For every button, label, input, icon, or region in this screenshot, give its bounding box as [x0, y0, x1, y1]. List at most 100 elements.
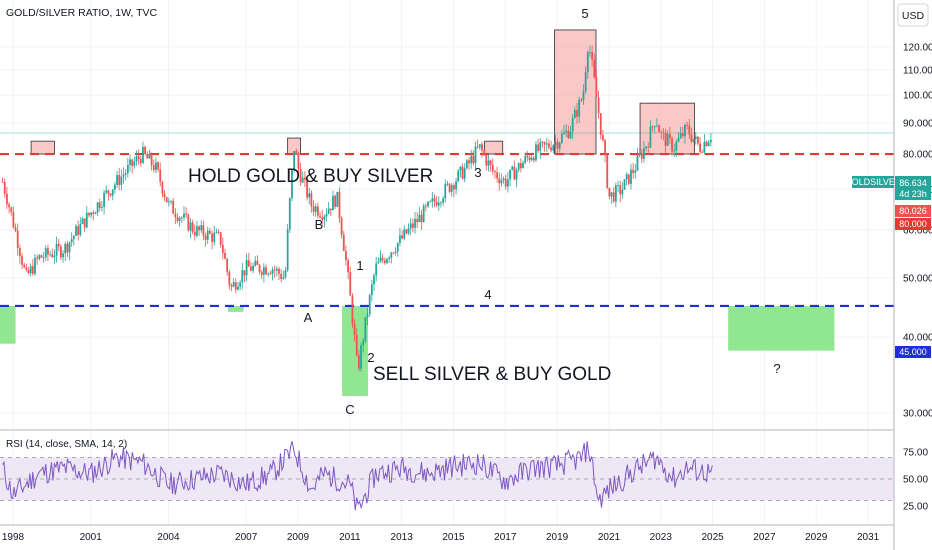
candle-body — [515, 169, 518, 180]
candle-body — [232, 282, 235, 287]
candle-body — [390, 252, 393, 258]
time-tick-label: 2009 — [287, 532, 310, 543]
candle-body — [379, 257, 382, 262]
candle-body — [424, 205, 427, 207]
candle-body — [569, 131, 572, 139]
candle-body — [25, 267, 28, 270]
candle-body — [593, 59, 596, 78]
candle-body — [308, 193, 311, 198]
candle-body — [485, 154, 488, 166]
candle-body — [129, 159, 131, 165]
candle-body — [118, 175, 121, 186]
candle-body — [522, 162, 524, 169]
candle-body — [582, 91, 585, 101]
candle-body — [457, 170, 460, 182]
candle-body — [23, 264, 26, 268]
rsi-tick-label: 75.00 — [903, 448, 928, 459]
candle-body — [101, 206, 103, 208]
candle-body — [617, 185, 619, 186]
candle-body — [278, 268, 280, 274]
candle-body — [491, 164, 494, 172]
candle-body — [537, 144, 540, 151]
time-tick-label: 2017 — [494, 532, 517, 543]
price-tick-label: 90.000 — [903, 118, 932, 129]
level-45-tag: 45.000 — [899, 347, 927, 357]
candle-body — [191, 222, 194, 232]
candle-body — [202, 225, 205, 236]
candle-body — [435, 201, 438, 206]
candle-body — [440, 202, 442, 204]
candle-body — [554, 141, 557, 146]
candle-body — [684, 124, 686, 137]
candle-body — [265, 267, 267, 275]
candle-body — [72, 235, 75, 240]
candle-body — [355, 335, 358, 356]
candle-body — [705, 141, 708, 146]
candle-body — [243, 270, 246, 276]
candle-body — [12, 211, 15, 228]
candle-body — [338, 191, 341, 219]
candle-body — [610, 192, 613, 197]
candle-body — [34, 257, 36, 274]
time-tick-label: 2019 — [546, 532, 569, 543]
last-price-tag-bg[interactable] — [895, 176, 931, 200]
candle-body — [1, 181, 4, 183]
price-tick-label: 120.000 — [903, 43, 932, 54]
candle-body — [539, 141, 542, 151]
candle-body — [500, 180, 503, 184]
candle-body — [31, 266, 34, 274]
candle-body — [679, 133, 682, 139]
candle-body — [396, 242, 399, 252]
candle-body — [327, 208, 330, 214]
candle-body — [532, 157, 535, 161]
candle-body — [131, 159, 134, 166]
candle-body — [550, 147, 552, 151]
candle-body — [353, 323, 356, 336]
candle-body — [157, 162, 159, 170]
wave-label-5: 5 — [581, 6, 588, 21]
wave-label-a: A — [304, 310, 313, 325]
candle-body — [18, 248, 21, 257]
candle-body — [94, 212, 97, 214]
candle-body — [122, 174, 125, 177]
time-axis[interactable]: 1998 2001 2004 2007 2009 2011 2013 2015 2017 2019… — [2, 532, 880, 543]
candle-body — [694, 136, 697, 139]
candle-body — [228, 271, 231, 286]
candle-body — [608, 187, 611, 197]
candle-body — [377, 261, 380, 264]
currency-button[interactable] — [897, 3, 929, 27]
candle-body — [260, 271, 263, 275]
candle-body — [247, 260, 250, 267]
candle-body — [55, 243, 58, 256]
candle-body — [301, 177, 304, 183]
candle-body — [256, 260, 259, 265]
candle-body — [14, 227, 17, 231]
candle-body — [323, 216, 326, 220]
candle-body — [319, 215, 321, 218]
candle-body — [565, 130, 568, 133]
candle-body — [673, 150, 676, 152]
candle-body — [573, 110, 576, 119]
candle-body — [297, 154, 300, 169]
candle-body — [580, 99, 583, 101]
candle-body — [38, 255, 41, 259]
candle-body — [262, 267, 265, 275]
candle-body — [373, 275, 375, 285]
candle-body — [366, 314, 369, 318]
candle-body — [183, 213, 185, 218]
candle-body — [70, 239, 73, 243]
candle-body — [180, 217, 183, 219]
candle-body — [427, 201, 429, 207]
candle-body — [98, 202, 101, 208]
wave-label-4: 4 — [484, 287, 491, 302]
candle-body — [252, 265, 254, 271]
candle-body — [602, 134, 604, 141]
candle-body — [245, 260, 248, 276]
candle-body — [556, 141, 559, 149]
candle-body — [459, 166, 462, 171]
candle-body — [200, 225, 203, 231]
candle-body — [137, 156, 140, 159]
candle-body — [636, 155, 639, 171]
rsi-axis[interactable]: 75.00 50.00 25.00 — [903, 448, 928, 513]
